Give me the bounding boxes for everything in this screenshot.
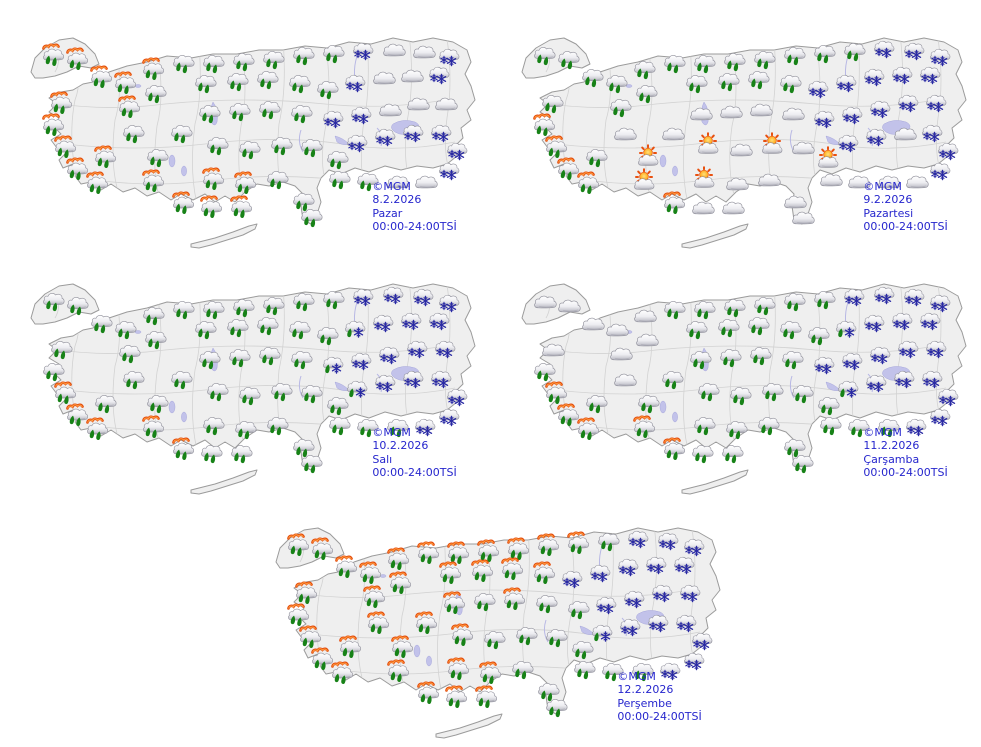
weather-icon-rain (201, 445, 222, 463)
weather-icon-cloudy (785, 196, 807, 208)
map-day: Salı (372, 452, 393, 466)
weather-icon-rain (267, 417, 288, 435)
map-label-3: ©MGM 10.2.2026 Salı 00:00-24:00TSİ (372, 426, 456, 479)
weather-icon-snow (930, 409, 950, 425)
map-attribution: ©MGM (372, 180, 411, 194)
weather-icon-rain (792, 455, 813, 473)
weather-icon-cloudy (693, 202, 715, 214)
map-date: 12.2.2026 (617, 683, 674, 697)
map-attribution: ©MGM (863, 180, 902, 194)
forecast-map-day-4: ©MGM 11.2.2026 Çarşamba 00:00-24:00TSİ (491, 256, 981, 501)
weather-icon-sleet (347, 381, 367, 397)
weather-icon-rain (301, 455, 322, 473)
weather-icon-sleet (836, 321, 856, 337)
forecast-map-day-5: ©MGM 12.2.2026 Perşembe 00:00-24:00TSİ (245, 500, 735, 745)
map-label-5: ©MGM 12.2.2026 Perşembe 00:00-24:00TSİ (617, 670, 701, 723)
map-label-2: ©MGM 9.2.2026 Pazartesi 00:00-24:00TSİ (863, 180, 947, 233)
weather-icon-snow (930, 163, 950, 179)
weather-icon-snow (684, 653, 704, 669)
weather-icon-sleet (838, 381, 858, 397)
map-attribution: ©MGM (863, 426, 902, 440)
map-period: 00:00-24:00TSİ (372, 465, 457, 479)
weather-icon-sleet (345, 321, 365, 337)
map-period: 00:00-24:00TSİ (372, 219, 457, 233)
weather-icon-rain (329, 417, 350, 435)
weather-icon-rain (512, 661, 533, 679)
forecast-map-day-3: ©MGM 10.2.2026 Salı 00:00-24:00TSİ (0, 256, 490, 501)
weather-icon-rain (329, 171, 350, 189)
weather-icon-rain (546, 699, 567, 717)
weather-icon-rain (820, 417, 841, 435)
weather-icon-rain (231, 445, 252, 463)
map-period: 00:00-24:00TSİ (863, 219, 948, 233)
map-day: Pazartesi (863, 206, 914, 220)
map-date: 10.2.2026 (372, 439, 429, 453)
map-period: 00:00-24:00TSİ (617, 709, 702, 723)
weather-icon-cloudy (583, 318, 605, 330)
weather-icon-sleet (323, 357, 343, 373)
forecast-map-day-2: ©MGM 9.2.2026 Pazartesi 00:00-24:00TSİ (491, 10, 981, 255)
map-date: 9.2.2026 (863, 193, 913, 207)
weather-icon-rain (301, 209, 322, 227)
map-day: Pazar (372, 206, 403, 220)
weather-icon-rain (267, 171, 288, 189)
weather-icon-snow (439, 409, 459, 425)
weather-icon-rain (722, 445, 743, 463)
map-day: Çarşamba (863, 452, 920, 466)
weather-icon-rain (758, 417, 779, 435)
map-date: 8.2.2026 (372, 193, 422, 207)
map-label-4: ©MGM 11.2.2026 Çarşamba 00:00-24:00TSİ (863, 426, 947, 479)
map-attribution: ©MGM (617, 670, 656, 684)
map-day: Perşembe (617, 696, 672, 710)
map-label-1: ©MGM 8.2.2026 Pazar 00:00-24:00TSİ (372, 180, 456, 233)
weather-icon-rain (574, 661, 595, 679)
weather-icon-sleet (592, 625, 612, 641)
map-date: 11.2.2026 (863, 439, 920, 453)
weather-icon-snow (439, 163, 459, 179)
weather-icon-cloudy (821, 174, 843, 186)
forecast-map-day-1: ©MGM 8.2.2026 Pazar 00:00-24:00TSİ (0, 10, 490, 255)
map-attribution: ©MGM (372, 426, 411, 440)
weather-icon-cloudy (723, 202, 745, 214)
map-period: 00:00-24:00TSİ (863, 465, 948, 479)
weather-icon-rain (692, 445, 713, 463)
